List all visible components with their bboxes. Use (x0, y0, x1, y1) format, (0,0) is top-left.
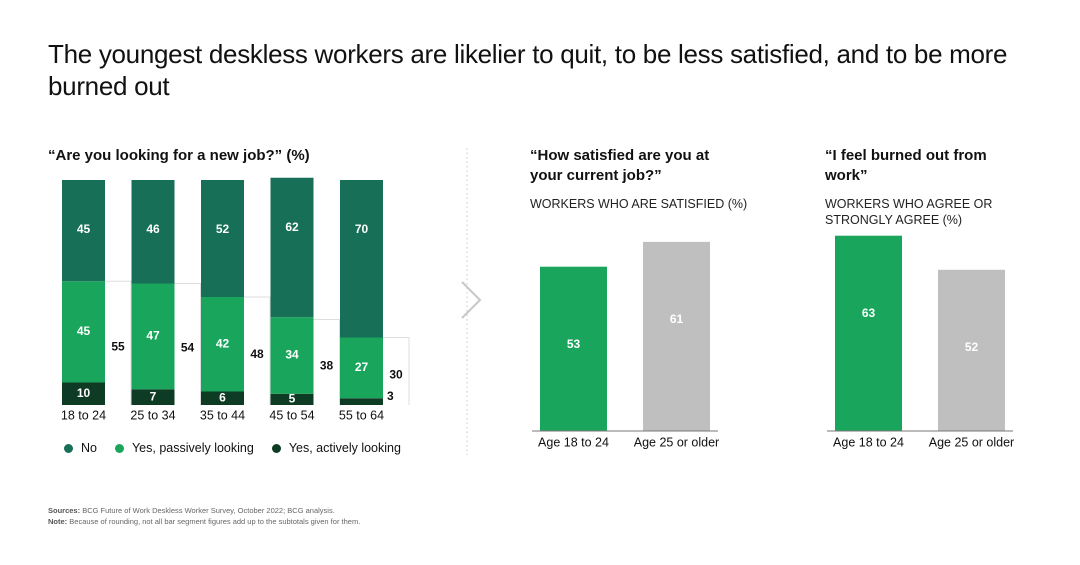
label-passive-3: 42 (216, 336, 230, 350)
legend-label-no: No (81, 441, 97, 455)
chevron-right-icon (461, 281, 482, 319)
bar-active-3 (201, 391, 244, 405)
bar-satisfied-1 (540, 266, 607, 431)
bar-value-satisfied-2: 61 (670, 312, 684, 326)
sources-text: BCG Future of Work Deskless Worker Surve… (82, 506, 335, 515)
bar-passive-4 (270, 317, 314, 394)
label-passive-1: 45 (77, 324, 91, 338)
label-no-3: 52 (216, 222, 230, 236)
bar-burnout-2 (938, 269, 1005, 431)
bar-burnout-1 (835, 235, 902, 431)
label-active-4: 5 (289, 392, 296, 406)
label-active-2: 7 (150, 389, 157, 403)
label-no-2: 46 (146, 222, 160, 236)
note-label: Note: (48, 517, 68, 526)
bar-no-3 (201, 180, 244, 297)
x-tick-label-satisfied-2: Age 25 or older (634, 435, 719, 449)
x-tick-label-1: 18 to 24 (61, 408, 106, 422)
sources-line: Sources: BCG Future of Work Deskless Wor… (48, 505, 360, 516)
legend-item-no: No (64, 441, 97, 455)
label-passive-5: 27 (355, 360, 369, 374)
legend-swatch-passive (114, 443, 124, 453)
sources-block: Sources: BCG Future of Work Deskless Wor… (48, 505, 360, 527)
legend-item-passive: Yes, passively looking (114, 441, 254, 455)
legend-swatch-active (271, 443, 281, 453)
label-passive-2: 47 (146, 329, 160, 343)
label-no-5: 70 (355, 222, 369, 236)
label-active-3: 6 (219, 390, 226, 404)
subtotal-label-3: 48 (250, 347, 264, 361)
subtotal-bracket-2 (174, 283, 201, 405)
label-passive-4: 34 (285, 348, 299, 362)
label-active-1: 10 (77, 386, 91, 400)
label-no-1: 45 (77, 222, 91, 236)
label-active-5: 3 (387, 389, 394, 403)
page-title: The youngest deskless workers are likeli… (48, 39, 1008, 101)
x-tick-label-2: 25 to 34 (130, 408, 175, 422)
satisfied-chart-subtitle: WORKERS WHO ARE SATISFIED (%) (530, 197, 748, 211)
bar-passive-2 (131, 283, 175, 390)
x-tick-label-4: 45 to 54 (269, 408, 314, 422)
subtotal-bracket-5 (383, 337, 410, 405)
bar-passive-5 (340, 337, 383, 399)
bar-active-4 (270, 393, 314, 405)
bar-value-burnout-1: 63 (862, 306, 876, 320)
note-text: Because of rounding, not all bar segment… (69, 517, 361, 526)
bar-active-1 (62, 382, 105, 405)
bar-passive-3 (201, 297, 244, 392)
legend: No Yes, passively looking Yes, actively … (64, 441, 419, 455)
bar-no-5 (340, 180, 383, 338)
x-tick-label-burnout-2: Age 25 or older (929, 435, 1014, 449)
subtotal-bracket-4 (313, 319, 340, 405)
x-tick-label-5: 55 to 64 (339, 408, 384, 422)
burnout-chart-title: “I feel burned out from work” (825, 147, 987, 184)
subtotal-label-2: 54 (181, 340, 195, 354)
bar-no-1 (62, 180, 105, 282)
subtotal-bracket-1 (105, 280, 132, 405)
bar-active-2 (131, 389, 175, 405)
bar-satisfied-2 (643, 241, 710, 431)
subtotal-bracket-3 (244, 296, 271, 405)
burnout-chart-subtitle: WORKERS WHO AGREE OR STRONGLY AGREE (%) (825, 197, 993, 227)
bar-value-satisfied-1: 53 (567, 337, 581, 351)
x-tick-label-burnout-1: Age 18 to 24 (833, 435, 904, 449)
subtotal-label-4: 38 (320, 358, 334, 372)
sources-label: Sources: (48, 506, 81, 515)
legend-item-active: Yes, actively looking (271, 441, 401, 455)
x-tick-label-3: 35 to 44 (200, 408, 245, 422)
job-search-chart-title: “Are you looking for a new job?” (%) (48, 147, 310, 164)
bar-passive-1 (62, 281, 105, 383)
bar-no-2 (131, 180, 175, 284)
bar-active-5 (340, 398, 383, 405)
subtotal-label-1: 55 (111, 339, 125, 353)
legend-swatch-no (64, 443, 73, 453)
legend-label-active: Yes, actively looking (288, 441, 401, 455)
label-no-4: 62 (285, 220, 299, 234)
subtotal-label-5: 30 (389, 367, 403, 381)
x-tick-label-satisfied-1: Age 18 to 24 (538, 435, 609, 449)
bar-value-burnout-2: 52 (965, 340, 979, 354)
satisfied-chart-title: “How satisfied are you at your current j… (530, 147, 710, 184)
legend-label-passive: Yes, passively looking (131, 441, 254, 455)
note-line: Note: Because of rounding, not all bar s… (48, 516, 360, 527)
bar-no-4 (270, 177, 314, 318)
